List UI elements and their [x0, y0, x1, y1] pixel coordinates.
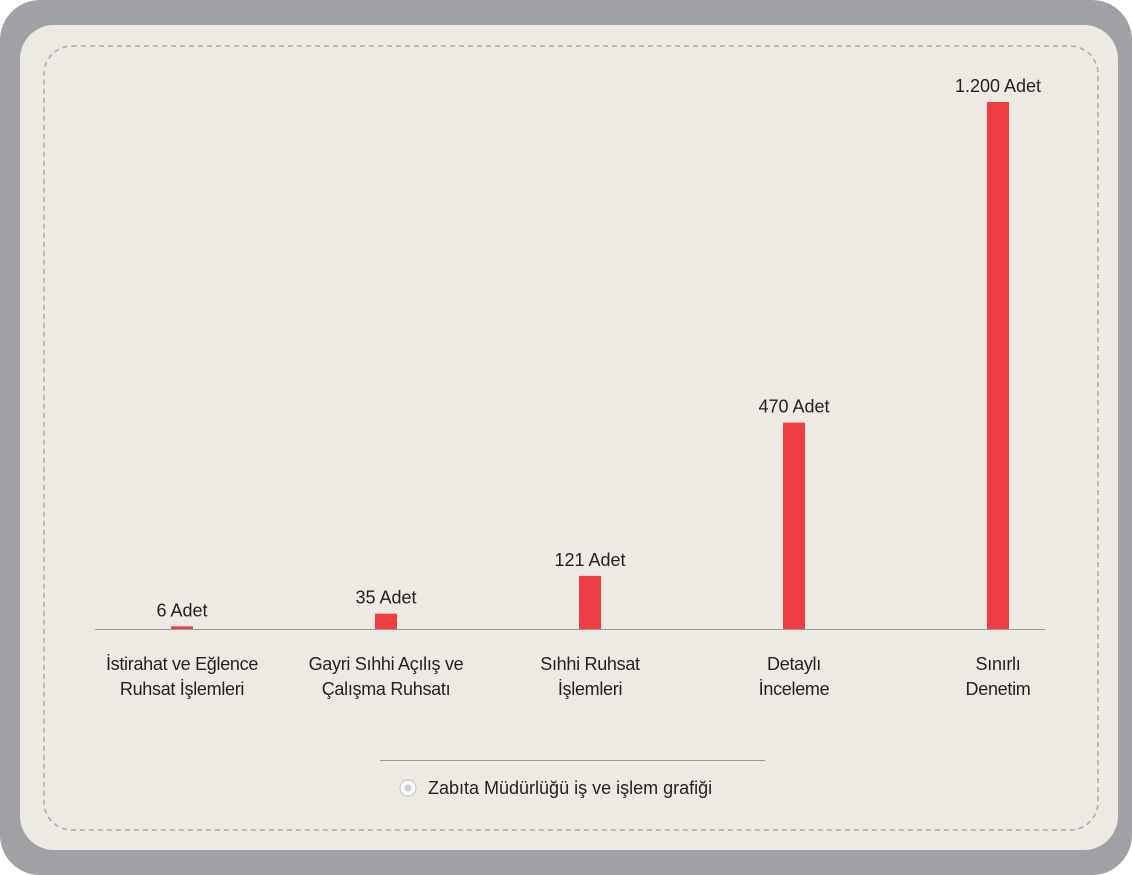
x-tick-label: Detaylı İnceleme	[758, 654, 830, 699]
bar	[579, 575, 601, 629]
bar	[375, 613, 397, 629]
dashed-border	[43, 45, 1099, 831]
bar	[171, 626, 193, 629]
bar	[783, 422, 805, 629]
legend-text: Zabıta Müdürlüğü iş ve işlem grafiği	[428, 778, 712, 798]
bar	[987, 102, 1009, 629]
legend-icon-dot	[404, 784, 412, 792]
value-label: 121 Adet	[554, 550, 625, 570]
x-tick-label: Sıhhi Ruhsat İşlemleri	[540, 654, 640, 699]
x-tick-label: Gayri Sıhhi Açılış ve Çalışma Ruhsatı	[308, 654, 464, 699]
x-tick-label: Sınırlı Denetim	[965, 654, 1031, 699]
value-label: 470 Adet	[758, 397, 829, 417]
value-label: 1.200 Adet	[955, 76, 1041, 96]
panel	[20, 25, 1118, 850]
x-tick-label: İstirahat ve Eğlence Ruhsat İşlemleri	[105, 654, 259, 699]
value-label: 35 Adet	[355, 588, 416, 608]
value-label: 6 Adet	[156, 600, 207, 620]
